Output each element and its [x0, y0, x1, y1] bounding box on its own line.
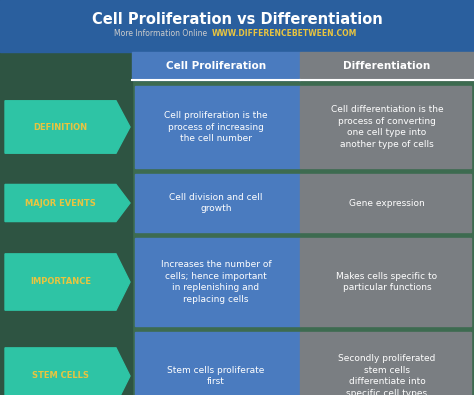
Bar [300, 174, 471, 232]
Text: Makes cells specific to
particular functions: Makes cells specific to particular funct… [337, 272, 438, 292]
Text: Gene expression: Gene expression [349, 199, 425, 207]
Text: More Information Online: More Information Online [114, 30, 207, 38]
Text: MAJOR EVENTS: MAJOR EVENTS [25, 199, 96, 207]
Bar [135, 238, 300, 326]
Text: Cell Proliferation: Cell Proliferation [166, 61, 266, 71]
Text: WWW.DIFFERENCEBETWEEN.COM: WWW.DIFFERENCEBETWEEN.COM [212, 30, 357, 38]
Text: Differentiation: Differentiation [343, 61, 430, 71]
Bar [300, 52, 474, 80]
Text: DEFINITION: DEFINITION [34, 122, 88, 132]
Bar [0, 0, 474, 52]
Bar [0, 0, 132, 395]
Polygon shape [5, 101, 130, 153]
Polygon shape [5, 348, 130, 395]
Bar [300, 238, 471, 326]
Polygon shape [5, 254, 130, 310]
Text: Cell division and cell
growth: Cell division and cell growth [169, 193, 263, 213]
Text: Cell differentiation is the
process of converting
one cell type into
another typ: Cell differentiation is the process of c… [331, 105, 443, 149]
Text: Secondly proliferated
stem cells
differentiate into
specific cell types: Secondly proliferated stem cells differe… [338, 354, 436, 395]
Bar [135, 174, 300, 232]
Bar [132, 52, 300, 80]
Text: Increases the number of
cells; hence important
in replenishing and
replacing cel: Increases the number of cells; hence imp… [161, 260, 271, 304]
Bar [300, 86, 471, 168]
Text: Stem cells proliferate
first: Stem cells proliferate first [167, 366, 264, 386]
Polygon shape [5, 184, 130, 222]
Bar [135, 332, 300, 395]
Bar [135, 86, 300, 168]
Text: Cell Proliferation vs Differentiation: Cell Proliferation vs Differentiation [91, 11, 383, 26]
Text: Cell proliferation is the
process of increasing
the cell number: Cell proliferation is the process of inc… [164, 111, 268, 143]
Text: STEM CELLS: STEM CELLS [32, 372, 89, 380]
Bar [300, 332, 471, 395]
Text: IMPORTANCE: IMPORTANCE [30, 278, 91, 286]
